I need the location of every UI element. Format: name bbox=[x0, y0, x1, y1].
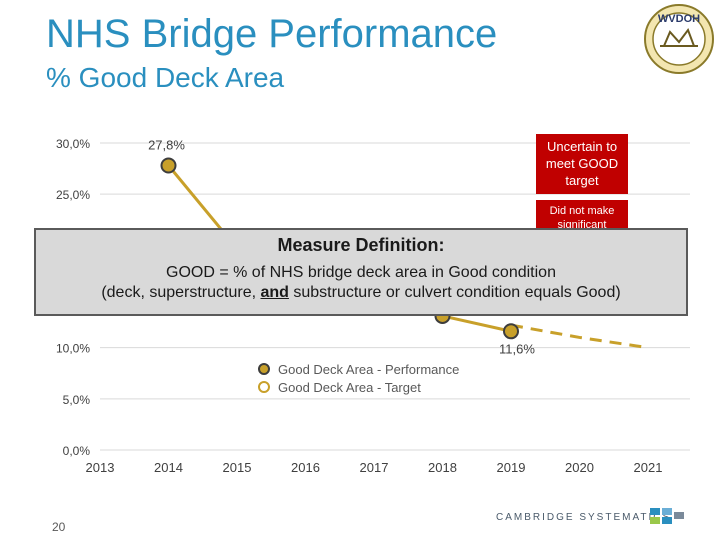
chart-legend: Good Deck Area - Performance Good Deck A… bbox=[258, 360, 459, 396]
company-name: CAMBRIDGE SYSTEMATICS bbox=[496, 512, 672, 523]
legend-item-performance: Good Deck Area - Performance bbox=[258, 360, 459, 378]
page-number: 20 bbox=[52, 520, 66, 534]
did-not-make-callout: Did not make significant bbox=[536, 200, 628, 230]
performance-point bbox=[160, 157, 177, 174]
target-marker-icon bbox=[258, 381, 270, 393]
x-tick-label: 2020 bbox=[565, 460, 594, 475]
y-tick-label: 0,0% bbox=[63, 444, 91, 458]
definition-title: Measure Definition: bbox=[277, 235, 445, 255]
y-tick-label: 10,0% bbox=[56, 342, 90, 356]
x-tick-label: 2018 bbox=[428, 460, 457, 475]
uncertain-callout: Uncertain to meet GOOD target bbox=[536, 134, 628, 194]
definition-line-1: GOOD = % of NHS bridge deck area in Good… bbox=[166, 264, 556, 281]
data-label: 27,8% bbox=[148, 138, 185, 153]
x-tick-label: 2019 bbox=[497, 460, 526, 475]
x-tick-label: 2014 bbox=[154, 460, 183, 475]
legend-label-target: Good Deck Area - Target bbox=[278, 379, 421, 395]
target-line bbox=[510, 323, 649, 350]
y-tick-label: 30,0% bbox=[56, 137, 90, 151]
x-tick-label: 2017 bbox=[360, 460, 389, 475]
svg-text:WVDOH: WVDOH bbox=[658, 13, 700, 25]
x-tick-label: 2016 bbox=[291, 460, 320, 475]
y-tick-labels: 0,0% 5,0% 10,0% 25,0% 30,0% bbox=[56, 137, 90, 458]
x-tick-label: 2015 bbox=[223, 460, 252, 475]
page-subtitle: % Good Deck Area bbox=[46, 62, 285, 93]
measure-definition-box: Measure Definition: GOOD = % of NHS brid… bbox=[34, 228, 688, 316]
legend-item-target: Good Deck Area - Target bbox=[258, 378, 459, 396]
performance-marker-icon bbox=[258, 363, 270, 375]
definition-line-2: (deck, superstructure, and substructure … bbox=[36, 284, 686, 302]
definition-line-2-and: and bbox=[260, 284, 289, 301]
definition-line-2-prefix: (deck, superstructure, bbox=[101, 284, 261, 301]
performance-point bbox=[503, 323, 519, 340]
x-tick-labels: 2013 2014 2015 2016 2017 2018 2019 2020 2021 bbox=[86, 460, 663, 475]
cambridge-systematics-logo-icon bbox=[650, 508, 684, 524]
data-label: 11,6% bbox=[499, 341, 535, 356]
definition-line-2-suffix: substructure or culvert condition equals… bbox=[288, 284, 621, 301]
x-tick-label: 2013 bbox=[86, 460, 115, 475]
x-tick-label: 2021 bbox=[634, 460, 663, 475]
y-tick-label: 5,0% bbox=[63, 393, 91, 407]
wvdoh-seal-icon: WVDOH bbox=[644, 4, 714, 74]
target-series bbox=[510, 323, 649, 350]
legend-label-performance: Good Deck Area - Performance bbox=[278, 361, 460, 377]
page-title: NHS Bridge Performance bbox=[46, 12, 498, 56]
y-tick-label: 25,0% bbox=[56, 188, 90, 202]
